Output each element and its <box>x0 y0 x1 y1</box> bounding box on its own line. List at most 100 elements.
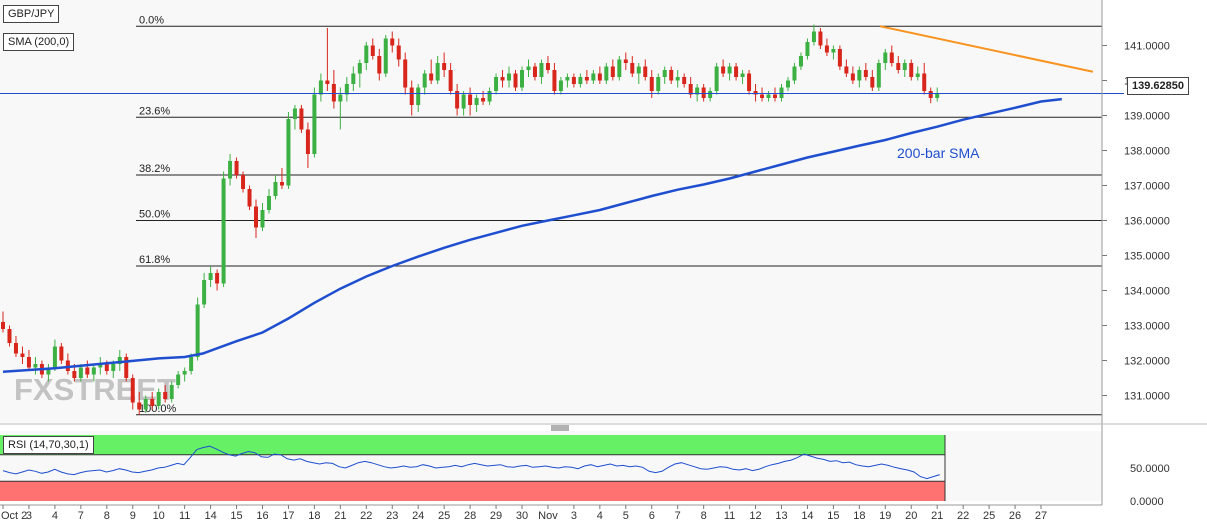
candle-body <box>811 31 816 42</box>
candle-body <box>623 59 628 63</box>
price-tick-label: 131.0000 <box>1124 391 1170 403</box>
candle-body <box>396 45 401 60</box>
candle-body <box>688 84 693 95</box>
candle-body <box>520 70 524 88</box>
fibonacci-levels: 0.0% 23.6% 38.2% 50.0% 61.8% 100.0% <box>136 14 1102 416</box>
time-tick-label: 14 <box>801 510 813 522</box>
candle-body <box>818 31 823 46</box>
candle-body <box>837 49 842 67</box>
candle-body <box>33 364 38 368</box>
candle-body <box>286 119 291 186</box>
price-tick-label: 132.0000 <box>1124 356 1170 368</box>
candle-body <box>78 367 83 378</box>
time-axis: Oct 23 4 7 8 9 10 11 14 15 16 17 18 21 22 23 24 25 28 29 30… <box>0 504 1102 522</box>
time-tick-label: 22 <box>360 510 372 522</box>
candle-body <box>500 77 505 81</box>
rsi-pane: 50.0000 0.0000 <box>0 435 1170 508</box>
candle-body <box>72 371 77 378</box>
candle-body <box>422 73 427 88</box>
time-tick-label: 7 <box>675 510 681 522</box>
candle-body <box>98 364 103 368</box>
candle-body <box>539 63 544 77</box>
candle-body <box>714 66 719 91</box>
time-tick-label: 28 <box>464 510 476 522</box>
candle-body <box>344 84 349 95</box>
candle-body <box>915 73 920 77</box>
fxstreet-watermark: FXSTREET <box>14 372 176 407</box>
candle-body <box>831 49 836 53</box>
candle-body <box>46 367 51 375</box>
rsi-tick-label: 50.0000 <box>1130 463 1170 475</box>
candle-body <box>760 94 765 98</box>
candle-body <box>403 59 408 88</box>
sma-annotation: 200-bar SMA <box>897 145 980 161</box>
candle-body <box>805 42 810 56</box>
candle-body <box>513 73 518 88</box>
candle-body <box>597 73 602 81</box>
candle-body <box>643 66 648 77</box>
candle-body <box>221 178 226 284</box>
time-tick-label: 4 <box>52 510 58 522</box>
candle-body <box>721 66 726 74</box>
candle-body <box>247 189 252 207</box>
time-tick-label: 22 <box>957 510 969 522</box>
candle-body <box>215 273 220 284</box>
candle-body <box>137 402 142 410</box>
candle-body <box>578 77 583 84</box>
candle-body <box>565 77 570 81</box>
time-tick-label: 25 <box>438 510 450 522</box>
candle-body <box>26 357 31 368</box>
main-pane-background <box>0 0 1102 423</box>
overlay-lines <box>0 25 1124 373</box>
candle-body <box>779 87 784 98</box>
fib-level-label: 100.0% <box>139 403 177 415</box>
candle-body <box>442 63 447 70</box>
time-tick-label: 20 <box>905 510 917 522</box>
candle-body <box>649 77 654 91</box>
candle-body <box>429 73 434 81</box>
candle-body <box>130 378 135 403</box>
candle-body <box>591 73 596 81</box>
candle-body <box>682 77 687 84</box>
time-tick-label: 16 <box>256 510 268 522</box>
candle-body <box>636 66 641 74</box>
candle-body <box>850 73 855 81</box>
candle-body <box>260 210 265 228</box>
price-tick-label: 141.0000 <box>1124 41 1170 53</box>
pane-resize-handle-icon[interactable] <box>551 425 569 431</box>
candle-body <box>532 66 537 77</box>
time-tick-label: 12 <box>749 510 761 522</box>
time-tick-label: 6 <box>649 510 655 522</box>
candle-body <box>669 70 674 81</box>
time-tick-label: 24 <box>412 510 424 522</box>
fib-level-label: 61.8% <box>139 254 170 266</box>
time-tick-label: 29 <box>490 510 502 522</box>
price-tick-label: 137.0000 <box>1124 181 1170 193</box>
time-tick-label: 25 <box>983 510 995 522</box>
candle-body <box>409 87 414 105</box>
time-tick-label: 13 <box>775 510 787 522</box>
price-tick-label: 139.0000 <box>1124 111 1170 123</box>
candle-body <box>176 374 181 385</box>
candle-body <box>208 273 213 280</box>
candle-body <box>656 77 661 91</box>
time-tick-label: 18 <box>853 510 865 522</box>
candle-body <box>792 66 797 81</box>
candle-body <box>922 73 927 91</box>
candle-body <box>13 343 18 354</box>
candle-body <box>863 70 868 77</box>
candle-body <box>740 73 745 77</box>
candle-body <box>507 73 512 81</box>
candle-body <box>338 94 343 102</box>
candle-body <box>59 346 64 361</box>
candle-body <box>468 94 473 105</box>
resistance-trendline <box>879 25 1094 73</box>
time-tick-label: 5 <box>623 510 629 522</box>
candle-body <box>357 63 362 74</box>
candle-body <box>448 70 453 91</box>
candle-body <box>610 66 615 77</box>
time-tick-label: 3 <box>571 510 577 522</box>
candle-body <box>695 87 700 95</box>
candle-body <box>773 94 778 98</box>
